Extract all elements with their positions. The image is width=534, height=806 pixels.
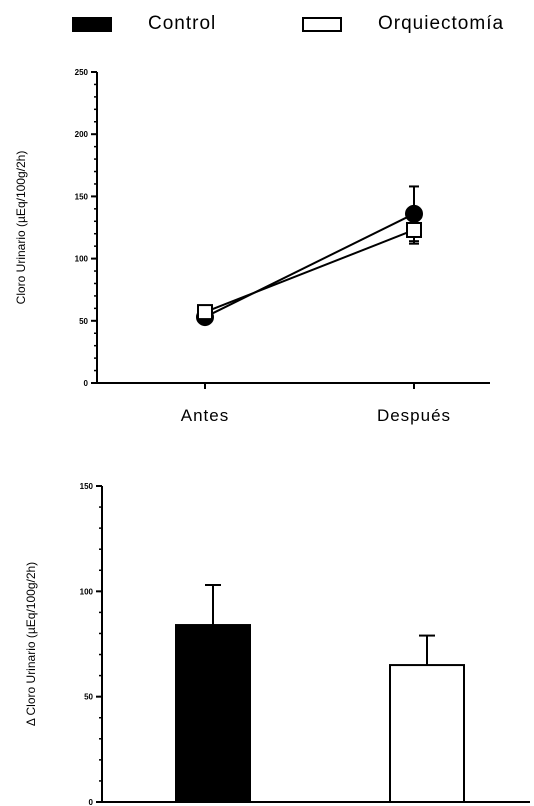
x-tick-label: Después xyxy=(377,406,451,425)
y-tick-label: 0 xyxy=(84,379,89,388)
legend-item-control: Control xyxy=(72,12,216,36)
legend-swatch-orquiectomia xyxy=(302,16,342,32)
y-tick-label: 200 xyxy=(75,130,89,139)
legend-label-orquiectomia: Orquiectomía xyxy=(378,13,505,34)
legend-label-control: Control xyxy=(148,13,217,34)
line-chart: 0 50 100 150 200 250 Antes Después Cloro Urinari… xyxy=(14,68,490,425)
y-tick-label: 250 xyxy=(75,68,89,77)
x-tick-label: Antes xyxy=(181,406,229,425)
y-tick-label: 150 xyxy=(75,192,89,201)
data-point-orquiectomia xyxy=(406,221,422,238)
y-tick-label: 100 xyxy=(80,587,94,596)
y-tick-label: 50 xyxy=(79,317,88,326)
series-line-control xyxy=(204,212,415,318)
bar-orquiectomia xyxy=(389,664,465,803)
y-axis-label: Δ Cloro Urinario (µEq/100g/2h) xyxy=(24,562,38,726)
bar-control xyxy=(175,624,251,803)
bar-chart: 0 50 100 150 Δ Cloro Urinario (µEq/100g/2h) xyxy=(24,482,530,806)
y-tick-label: 0 xyxy=(89,798,94,806)
legend-item-orquiectomia: Orquiectomía xyxy=(302,12,504,36)
y-axis-label: Cloro Urinario (µEq/100g/2h) xyxy=(14,151,28,305)
data-point-orquiectomia xyxy=(197,304,213,321)
chart-legend: Control Orquiectomía xyxy=(0,0,534,50)
y-tick-label: 150 xyxy=(80,482,94,491)
y-tick-label: 50 xyxy=(84,693,93,702)
series-line-orquiectomia xyxy=(204,229,415,314)
data-point-control xyxy=(405,204,423,223)
y-tick-label: 100 xyxy=(75,255,89,264)
legend-swatch-control xyxy=(72,16,112,32)
